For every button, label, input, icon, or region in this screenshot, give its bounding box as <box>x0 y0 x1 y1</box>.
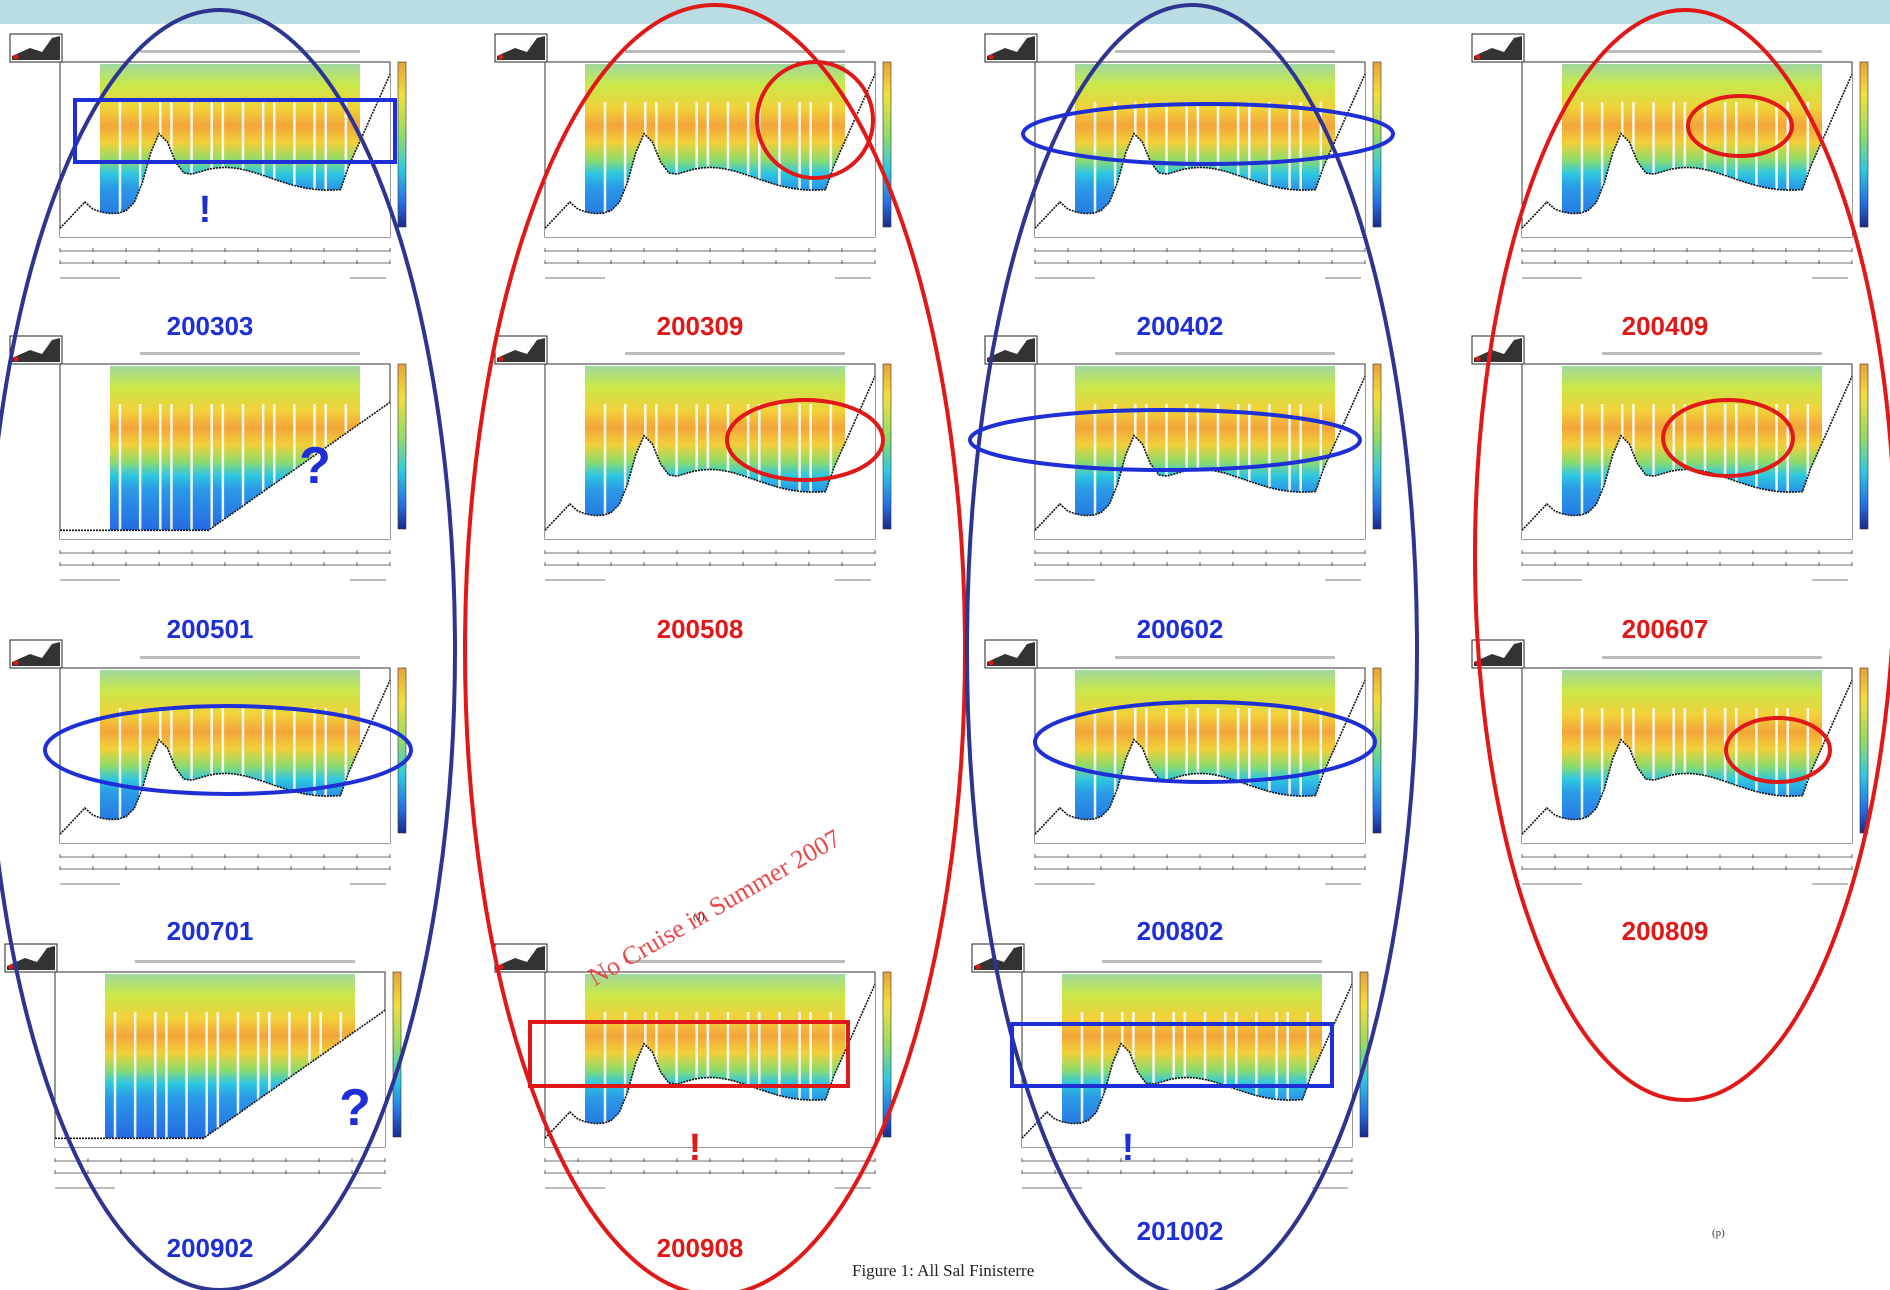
highlight-box-201002 <box>1010 1022 1334 1088</box>
bathymetry-line <box>54 1009 386 1140</box>
panel-200802: 200802 <box>984 639 1382 946</box>
panel-200309: 200309 <box>494 33 892 341</box>
panel-201002: 201002! <box>971 943 1369 1246</box>
panel-200602: 200602 <box>984 335 1382 644</box>
panel-label: 200303 <box>167 311 254 341</box>
bathymetry-line <box>59 401 391 532</box>
column-ellipse-red-4 <box>1473 8 1890 1102</box>
panel-label: 200802 <box>1137 916 1224 946</box>
subfigure-p-label: (p) <box>1712 1227 1725 1239</box>
panel-200701: 200701 <box>9 639 407 946</box>
bathymetry-line <box>1034 679 1366 835</box>
bathymetry-line <box>544 375 876 531</box>
colorbar <box>882 61 892 228</box>
inset-map-icon <box>494 33 548 63</box>
column-ellipse-blue-3 <box>965 3 1419 1290</box>
inset-map-icon <box>984 639 1038 669</box>
colorbar <box>1859 61 1869 228</box>
panel-200303: 200303! <box>9 33 407 341</box>
panel-label: 200402 <box>1137 311 1224 341</box>
column-ellipse-blue-1 <box>0 8 457 1290</box>
panel-label: 200701 <box>167 916 254 946</box>
bathymetry-line <box>544 983 876 1139</box>
highlight-ellipse-200602 <box>968 408 1362 472</box>
bathymetry-line <box>1521 73 1853 229</box>
inset-map-icon <box>1471 335 1525 365</box>
exclamation-icon: ! <box>689 1127 702 1169</box>
exclamation-icon: ! <box>1122 1127 1135 1169</box>
colorbar <box>882 363 892 530</box>
inset-map-icon <box>494 335 548 365</box>
figure-caption: Figure 1: All Sal Finisterre <box>852 1261 1034 1280</box>
colorbar <box>397 363 407 530</box>
panel-label: 200508 <box>657 614 744 644</box>
highlight-ellipse-200701 <box>43 704 413 796</box>
colorbar <box>397 667 407 834</box>
panel-label: 200902 <box>167 1233 254 1263</box>
panel-label: 200409 <box>1622 311 1709 341</box>
bathymetry-line <box>59 679 391 835</box>
colorbar <box>392 971 402 1138</box>
highlight-ellipse-200309 <box>755 60 875 180</box>
colorbar <box>882 971 892 1138</box>
panel-200501: 200501? <box>9 335 407 644</box>
colorbar <box>1859 363 1869 530</box>
panel-label: 200501 <box>167 614 254 644</box>
inset-map-icon <box>494 943 548 973</box>
bathymetry-line <box>544 73 876 229</box>
highlight-ellipse-200802 <box>1033 700 1377 784</box>
colorbar <box>1859 667 1869 834</box>
highlight-ellipse-200508 <box>725 398 885 482</box>
highlight-box-200303 <box>73 98 397 164</box>
colorbar <box>1372 667 1382 834</box>
highlight-box-200908 <box>528 1020 850 1088</box>
panels-layer: 200303! 200309 200402 200409 200501? 200508 20… <box>4 33 1869 1263</box>
panel-200607: 200607 <box>1471 335 1869 644</box>
panel-label: 201002 <box>1137 1216 1224 1246</box>
panel-label: 200602 <box>1137 614 1224 644</box>
panel-200908: 200908! <box>494 943 892 1263</box>
inset-map-icon <box>9 639 63 669</box>
bathymetry-line <box>1034 73 1366 229</box>
highlight-ellipse-200409 <box>1686 94 1794 158</box>
question-mark-icon: ? <box>339 1079 371 1137</box>
colorbar <box>397 61 407 228</box>
annotation-overlays <box>0 3 1890 1290</box>
inset-map-icon <box>984 33 1038 63</box>
header-bar <box>0 0 1890 24</box>
inset-map-icon <box>9 33 63 63</box>
highlight-ellipse-200402 <box>1021 102 1395 166</box>
panel-label: 200908 <box>657 1233 744 1263</box>
panel-label: 200809 <box>1622 916 1709 946</box>
inset-map-icon <box>1471 33 1525 63</box>
panel-200902: 200902? <box>4 943 402 1263</box>
panel-label: 200309 <box>657 311 744 341</box>
panel-label: 200607 <box>1622 614 1709 644</box>
panel-200809: 200809 <box>1471 639 1869 946</box>
subfigure-j-label: (J) <box>693 911 705 923</box>
bathymetry-line <box>1521 679 1853 835</box>
bathymetry-line <box>59 73 391 229</box>
exclamation-icon: ! <box>199 189 212 231</box>
question-mark-icon: ? <box>299 437 331 495</box>
no-cruise-note: No Cruise in Summer 2007 <box>583 824 845 992</box>
bathymetry-line <box>1021 983 1353 1139</box>
inset-map-icon <box>9 335 63 365</box>
panel-200508: 200508 <box>494 335 892 644</box>
highlight-ellipse-200809 <box>1724 716 1832 784</box>
colorbar <box>1372 363 1382 530</box>
highlight-ellipse-200607 <box>1661 398 1795 478</box>
panel-200402: 200402 <box>984 33 1382 341</box>
